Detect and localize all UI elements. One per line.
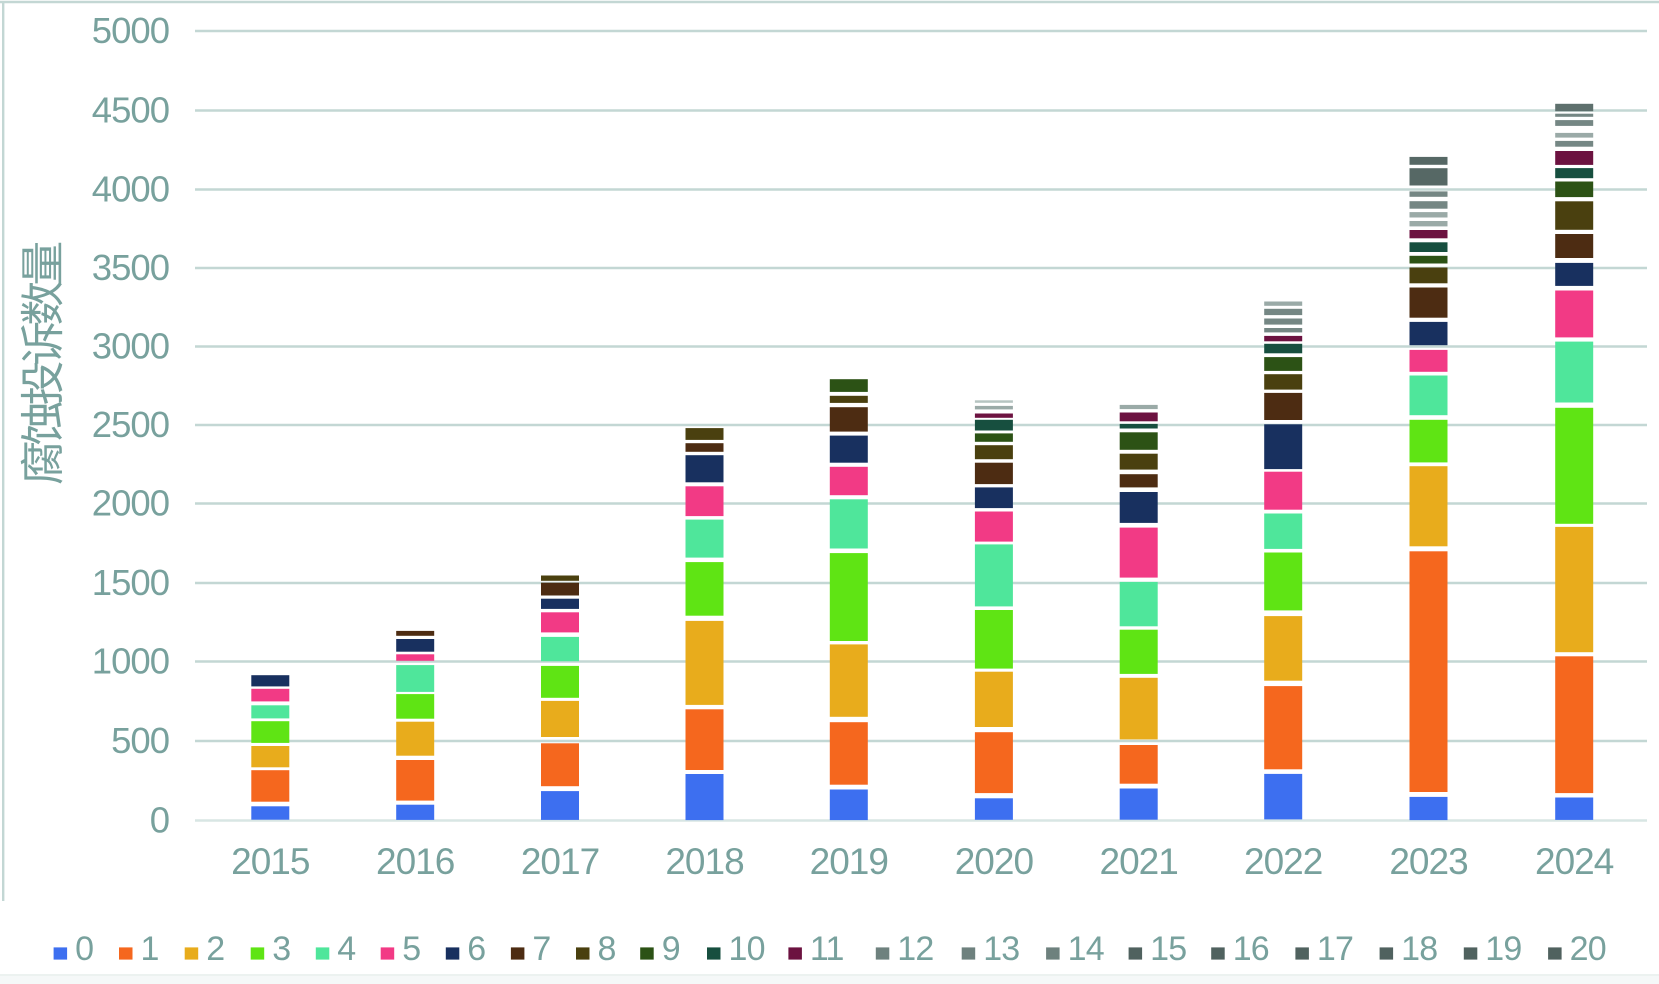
svg-text:16: 16 [1233, 930, 1269, 968]
svg-text:500: 500 [111, 720, 169, 761]
svg-text:19: 19 [1485, 930, 1521, 968]
svg-text:2022: 2022 [1244, 841, 1322, 882]
svg-text:2500: 2500 [92, 404, 169, 445]
svg-text:15: 15 [1150, 930, 1186, 968]
svg-text:17: 17 [1317, 930, 1353, 968]
svg-text:20: 20 [1570, 930, 1606, 968]
svg-text:1500: 1500 [92, 562, 169, 603]
svg-text:2017: 2017 [521, 841, 599, 882]
svg-text:3: 3 [272, 930, 290, 968]
svg-text:0: 0 [75, 930, 93, 968]
svg-text:2024: 2024 [1535, 841, 1614, 882]
svg-text:2018: 2018 [665, 841, 743, 882]
svg-text:5: 5 [402, 930, 420, 968]
svg-text:3000: 3000 [92, 326, 169, 367]
svg-text:10: 10 [729, 930, 765, 968]
svg-text:2021: 2021 [1100, 841, 1178, 882]
svg-text:1000: 1000 [92, 641, 169, 682]
svg-text:0: 0 [150, 800, 169, 841]
svg-text:8: 8 [598, 930, 616, 968]
svg-text:4500: 4500 [92, 90, 169, 131]
svg-text:4000: 4000 [92, 169, 169, 210]
svg-text:6: 6 [467, 930, 485, 968]
svg-text:2015: 2015 [231, 841, 310, 882]
svg-text:11: 11 [810, 930, 844, 968]
svg-text:7: 7 [532, 930, 550, 968]
svg-text:2: 2 [206, 930, 224, 968]
svg-text:5000: 5000 [92, 10, 169, 51]
svg-text:13: 13 [983, 930, 1019, 968]
svg-text:4: 4 [337, 930, 355, 968]
svg-text:1: 1 [141, 930, 159, 968]
svg-text:2000: 2000 [92, 483, 169, 524]
svg-text:14: 14 [1068, 930, 1104, 968]
svg-text:2023: 2023 [1389, 841, 1467, 882]
svg-text:3500: 3500 [92, 247, 169, 288]
svg-text:2020: 2020 [955, 841, 1034, 882]
svg-text:2016: 2016 [376, 841, 454, 882]
svg-text:18: 18 [1401, 930, 1437, 968]
svg-text:2019: 2019 [810, 841, 888, 882]
svg-text:12: 12 [897, 930, 933, 968]
svg-text:9: 9 [662, 930, 680, 968]
